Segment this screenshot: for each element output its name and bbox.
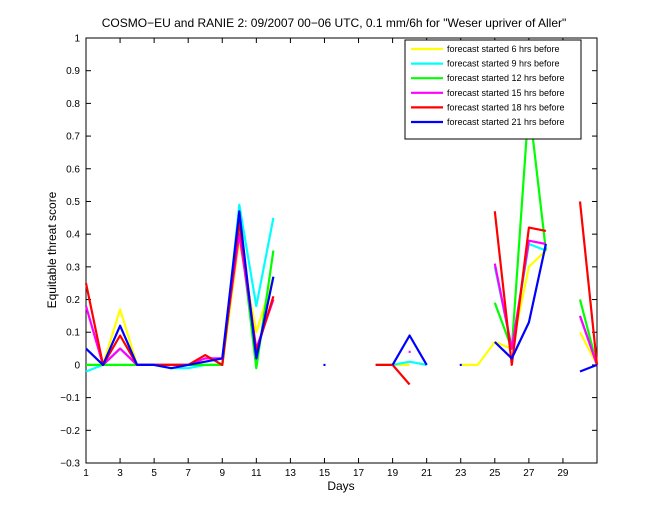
y-tick-label: 0	[74, 360, 80, 371]
y-tick-label: 0.8	[66, 99, 80, 110]
x-tick-label: 5	[151, 468, 157, 479]
x-tick-label: 1	[83, 468, 89, 479]
series-line	[493, 102, 547, 350]
legend: forecast started 6 hrs before forecast st…	[404, 39, 582, 140]
series-line	[391, 334, 428, 366]
y-tick-label: 1	[74, 34, 80, 45]
chart-title: COSMO−EU and RANIE 2: 09/2007 00−06 UTC,…	[102, 16, 567, 30]
legend-label: forecast started 15 hrs before	[447, 88, 565, 98]
x-tick-label: 17	[353, 468, 365, 479]
y-axis-label: Equitable threat score	[45, 191, 59, 308]
x-tick-label: 9	[219, 468, 225, 479]
series-line	[578, 315, 599, 366]
series-line	[578, 201, 599, 366]
legend-label: forecast started 21 hrs before	[447, 117, 565, 127]
series-line	[579, 363, 598, 373]
y-tick-label: −0.1	[60, 393, 80, 404]
y-tick-label: 0.9	[66, 66, 80, 77]
legend-label: forecast started 6 hrs before	[447, 44, 560, 54]
x-tick-label: 19	[387, 468, 399, 479]
y-tick-label: 0.2	[66, 295, 80, 306]
legend-label: forecast started 9 hrs before	[447, 59, 560, 69]
x-tick-label: 23	[455, 468, 467, 479]
y-tick-label: 0.7	[66, 132, 80, 143]
x-tick-label: 3	[117, 468, 123, 479]
plot-area: 1 3 5 7 9 11 13 15 17 19 21 23 25 27 29−0.3−0.2−0.100.…	[60, 34, 599, 479]
x-tick-label: 29	[557, 468, 569, 479]
axes-box	[85, 37, 598, 464]
x-tick-label: 7	[185, 468, 191, 479]
series-line	[494, 243, 547, 360]
series-6	[85, 210, 598, 373]
x-tick-label: 15	[319, 468, 331, 479]
y-tick-label: 0.1	[66, 328, 80, 339]
y-tick-label: −0.2	[60, 426, 80, 437]
y-tick-label: 0.4	[66, 230, 80, 241]
y-tick-label: 0.5	[66, 197, 80, 208]
y-tick-label: −0.3	[60, 459, 80, 470]
series-line	[85, 210, 275, 370]
legend-label: forecast started 12 hrs before	[447, 73, 565, 83]
series-line	[493, 211, 547, 366]
x-tick-label: 11	[251, 468, 262, 479]
series-5	[84, 201, 599, 386]
x-tick-label: 27	[523, 468, 535, 479]
x-tick-label: 25	[489, 468, 501, 479]
y-tick-label: 0.6	[66, 164, 80, 175]
x-tick-label: 13	[285, 468, 297, 479]
series-line	[460, 249, 547, 366]
legend-label: forecast started 18 hrs before	[447, 102, 565, 112]
y-tick-label: 0.3	[66, 262, 80, 273]
x-axis-label: Days	[327, 479, 354, 493]
x-tick-label: 21	[421, 468, 433, 479]
